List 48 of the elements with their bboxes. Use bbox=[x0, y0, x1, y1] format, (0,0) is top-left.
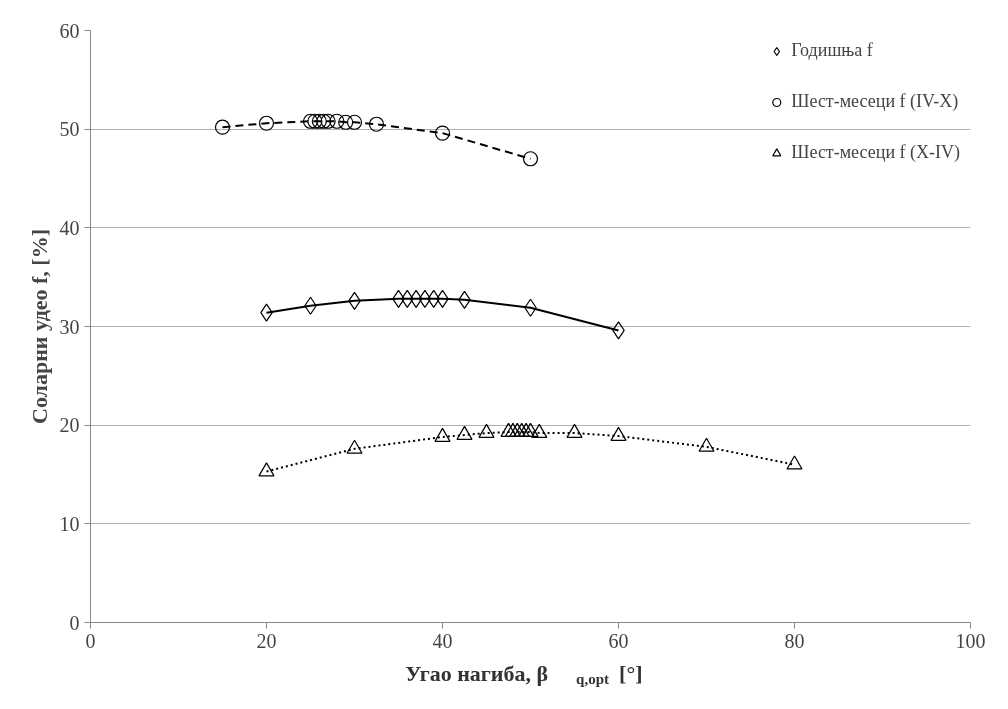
point bbox=[786, 455, 803, 470]
y-tick-label: 60 bbox=[59, 19, 80, 42]
point bbox=[509, 422, 526, 437]
point bbox=[478, 423, 495, 438]
point bbox=[434, 125, 451, 141]
x-tick-label: 20 bbox=[256, 629, 277, 652]
point bbox=[320, 113, 336, 129]
point bbox=[329, 113, 345, 129]
point bbox=[518, 422, 535, 437]
point bbox=[566, 423, 583, 438]
y-tick-label: 0 bbox=[69, 611, 80, 634]
point bbox=[346, 114, 363, 130]
point bbox=[307, 113, 323, 129]
point bbox=[338, 114, 354, 130]
x-tick-label: 60 bbox=[608, 629, 629, 652]
point bbox=[258, 462, 275, 477]
y-tick-label: 10 bbox=[59, 512, 80, 535]
legend-label: Шест-месеци f (X-IV) bbox=[791, 142, 960, 163]
point bbox=[500, 422, 517, 437]
point bbox=[409, 289, 423, 308]
y-tick-label: 30 bbox=[59, 315, 80, 338]
y-tick-label: 20 bbox=[59, 414, 80, 437]
x-tick-label: 0 bbox=[85, 629, 96, 652]
point bbox=[434, 427, 451, 442]
point bbox=[698, 437, 715, 452]
point bbox=[258, 115, 275, 131]
point bbox=[531, 423, 548, 438]
point bbox=[522, 151, 539, 167]
point bbox=[311, 113, 327, 129]
point bbox=[504, 422, 521, 437]
point bbox=[368, 116, 385, 132]
point bbox=[214, 119, 231, 135]
x-tick-label: 40 bbox=[432, 629, 453, 652]
legend-label: Годишња f bbox=[791, 40, 873, 61]
point bbox=[316, 113, 332, 129]
point bbox=[456, 425, 473, 440]
point bbox=[610, 426, 627, 441]
point bbox=[418, 289, 432, 308]
x-tick-label: 100 bbox=[955, 629, 986, 652]
y-tick-label: 40 bbox=[59, 216, 80, 239]
point bbox=[513, 422, 530, 437]
point bbox=[302, 113, 319, 129]
point bbox=[522, 422, 539, 437]
legend-label: Шест-месеци f (IV-X) bbox=[791, 91, 959, 112]
point bbox=[346, 439, 363, 454]
y-tick-label: 50 bbox=[59, 118, 80, 141]
x-tick-label: 80 bbox=[784, 629, 805, 652]
y-axis-title: Соларни удео f, [%] bbox=[26, 228, 52, 425]
